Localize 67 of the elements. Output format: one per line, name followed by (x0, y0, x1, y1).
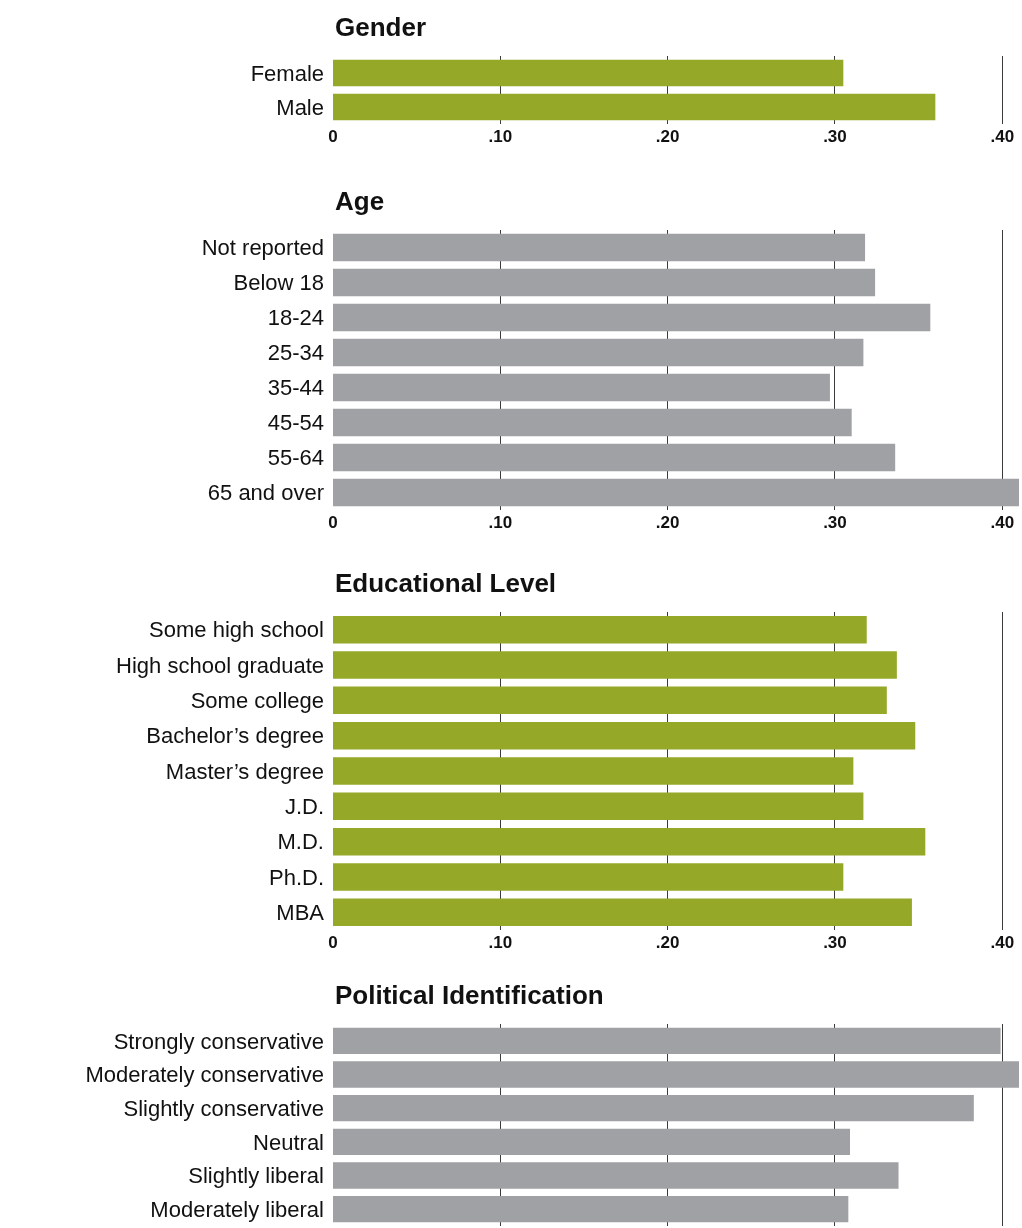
x-tick-label: .20 (655, 127, 680, 146)
y-tick-label: Below 18 (233, 270, 324, 296)
bar (333, 686, 887, 715)
x-tick-label: .10 (488, 933, 513, 952)
chart-title: Political Identification (335, 980, 604, 1010)
x-tick-label: .40 (990, 933, 1015, 952)
x-tick-label: .30 (823, 513, 847, 532)
bar (333, 443, 896, 472)
y-tick-label: 45-54 (267, 410, 324, 436)
x-tick-label: 0 (328, 933, 338, 952)
y-tick-label: Ph.D. (268, 864, 324, 890)
chart-title: Gender (335, 12, 427, 42)
y-tick-label: Moderately liberal (150, 1196, 324, 1222)
y-tick-label: Male (276, 94, 324, 120)
bar (333, 268, 876, 297)
chart-title: Educational Level (335, 568, 557, 598)
x-tick-label: .10 (488, 513, 513, 532)
bar (333, 651, 897, 679)
bar (333, 721, 916, 750)
y-tick-label: Some college (190, 688, 324, 714)
bar (333, 1196, 849, 1223)
x-tick-label: .30 (823, 127, 847, 146)
bar (333, 303, 931, 332)
x-tick-label: .20 (655, 933, 680, 952)
bar (333, 863, 844, 891)
bar (333, 898, 912, 927)
bar (333, 373, 830, 402)
x-tick-label: .40 (990, 127, 1015, 146)
bar (333, 1095, 974, 1122)
bar (333, 827, 926, 856)
y-tick-label: Female (250, 60, 324, 86)
bar (333, 408, 852, 437)
bar (333, 478, 1019, 507)
y-tick-label: 55-64 (267, 445, 324, 471)
y-tick-label: High school graduate (116, 652, 324, 678)
y-tick-label: J.D. (284, 794, 324, 820)
bar (333, 1128, 851, 1155)
x-tick-label: 0 (328, 127, 338, 146)
bar (333, 338, 864, 367)
y-tick-label: M.D. (277, 829, 324, 855)
y-tick-label: MBA (276, 900, 325, 926)
bar (333, 1061, 1019, 1088)
bar (333, 1027, 1001, 1054)
x-tick-label: .20 (655, 513, 680, 532)
y-tick-label: 35-44 (267, 375, 324, 401)
y-tick-label: Bachelor’s degree (146, 723, 324, 749)
x-tick-label: .30 (823, 933, 847, 952)
y-tick-label: Some high school (149, 617, 324, 643)
bar (333, 1162, 899, 1189)
bar (333, 792, 864, 821)
y-tick-label: Master’s degree (165, 758, 324, 784)
x-tick-label: 0 (328, 513, 338, 532)
y-tick-label: Neutral (253, 1129, 324, 1155)
x-tick-label: .40 (990, 513, 1015, 532)
y-tick-label: Not reported (201, 235, 324, 261)
y-tick-label: Moderately conservative (85, 1062, 324, 1088)
bar (333, 757, 854, 785)
chart-title: Age (335, 186, 385, 216)
y-tick-label: 25-34 (267, 340, 324, 366)
y-tick-label: Slightly liberal (188, 1163, 324, 1189)
bar (333, 233, 866, 262)
y-tick-label: 18-24 (267, 305, 324, 331)
bar (333, 615, 867, 644)
y-tick-label: Slightly conservative (123, 1095, 324, 1121)
x-tick-label: .10 (488, 127, 513, 146)
y-tick-label: 65 and over (207, 480, 324, 506)
y-tick-label: Strongly conservative (113, 1028, 324, 1054)
